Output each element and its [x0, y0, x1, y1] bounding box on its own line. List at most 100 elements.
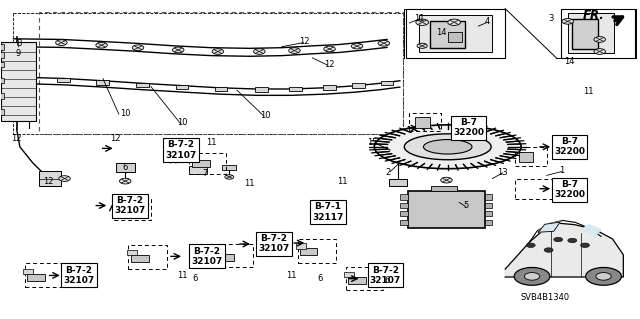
Bar: [115, 199, 152, 220]
Text: 12: 12: [110, 134, 121, 143]
Bar: [212, 249, 223, 254]
Text: 1: 1: [559, 166, 564, 175]
Bar: [415, 117, 431, 128]
Circle shape: [596, 272, 611, 280]
Circle shape: [441, 177, 452, 183]
Text: 11: 11: [583, 87, 593, 96]
Bar: [222, 165, 236, 170]
Text: 11: 11: [206, 137, 217, 146]
Bar: [129, 245, 167, 269]
Text: B-7
32200: B-7 32200: [453, 118, 484, 137]
Bar: [118, 206, 136, 213]
Circle shape: [324, 46, 335, 52]
Text: 10: 10: [177, 118, 188, 128]
Circle shape: [59, 176, 70, 182]
Bar: [410, 114, 442, 131]
Bar: [289, 87, 302, 91]
Text: 9: 9: [16, 48, 21, 58]
Circle shape: [524, 272, 540, 280]
Circle shape: [562, 19, 573, 24]
Circle shape: [120, 178, 131, 184]
Circle shape: [289, 48, 300, 53]
Bar: [1, 42, 36, 122]
Bar: [401, 203, 408, 208]
Bar: [0, 44, 4, 50]
Text: 6: 6: [317, 274, 323, 283]
Bar: [0, 62, 4, 67]
Polygon shape: [538, 222, 560, 232]
Ellipse shape: [424, 139, 472, 154]
Text: 10: 10: [260, 111, 271, 120]
Bar: [116, 163, 135, 172]
Text: 6: 6: [385, 276, 390, 285]
Bar: [136, 83, 149, 87]
Text: B-7-2
32107: B-7-2 32107: [370, 266, 401, 285]
Bar: [300, 249, 317, 256]
Bar: [448, 33, 462, 42]
Bar: [401, 195, 408, 199]
Bar: [484, 195, 492, 199]
Bar: [189, 153, 226, 174]
Bar: [484, 203, 492, 208]
Text: B-7-2
32107: B-7-2 32107: [258, 234, 289, 253]
Bar: [23, 269, 33, 274]
Circle shape: [212, 49, 223, 54]
Bar: [214, 87, 227, 91]
Text: B-7-2
32107: B-7-2 32107: [115, 196, 146, 215]
Bar: [27, 274, 45, 281]
Bar: [401, 219, 408, 225]
Bar: [296, 243, 306, 249]
Text: 11: 11: [413, 14, 424, 23]
Text: 3: 3: [548, 14, 554, 23]
Text: 11: 11: [244, 179, 255, 188]
Text: 11: 11: [286, 271, 296, 280]
Bar: [298, 239, 336, 263]
Bar: [192, 160, 210, 167]
Bar: [127, 250, 138, 256]
Circle shape: [544, 248, 553, 252]
Bar: [255, 87, 268, 92]
Text: SVB4B1340: SVB4B1340: [521, 293, 570, 302]
Text: 8: 8: [16, 39, 21, 48]
Bar: [189, 166, 207, 174]
Bar: [572, 19, 598, 49]
Bar: [0, 78, 4, 83]
Text: 10: 10: [120, 109, 131, 118]
Circle shape: [448, 19, 461, 26]
Circle shape: [378, 41, 390, 46]
Circle shape: [514, 268, 550, 285]
Circle shape: [132, 45, 144, 50]
Bar: [381, 81, 394, 85]
Bar: [568, 13, 614, 53]
Circle shape: [417, 43, 428, 48]
Text: 5: 5: [463, 201, 468, 210]
Text: B-7-2
32107: B-7-2 32107: [166, 140, 196, 160]
Bar: [57, 78, 70, 82]
Circle shape: [56, 40, 67, 46]
Text: 11: 11: [337, 177, 348, 186]
Circle shape: [253, 49, 265, 54]
Text: B-7
32200: B-7 32200: [554, 137, 585, 157]
Circle shape: [580, 243, 589, 248]
Bar: [323, 85, 336, 90]
Text: 12: 12: [44, 177, 54, 186]
Bar: [348, 277, 366, 284]
Bar: [561, 9, 635, 58]
Text: 12: 12: [12, 134, 22, 143]
Ellipse shape: [404, 134, 491, 160]
Bar: [484, 211, 492, 216]
Text: 13: 13: [497, 168, 508, 177]
Circle shape: [416, 19, 429, 26]
Text: FR.: FR.: [583, 10, 605, 22]
Bar: [515, 147, 547, 166]
Bar: [519, 152, 533, 162]
Bar: [515, 179, 552, 199]
Bar: [0, 109, 4, 115]
Text: 6: 6: [193, 274, 198, 283]
Bar: [389, 179, 407, 187]
Circle shape: [554, 237, 563, 242]
Bar: [484, 219, 492, 225]
Text: B-7
32200: B-7 32200: [554, 180, 585, 199]
Bar: [401, 211, 408, 216]
Text: 4: 4: [484, 17, 490, 26]
